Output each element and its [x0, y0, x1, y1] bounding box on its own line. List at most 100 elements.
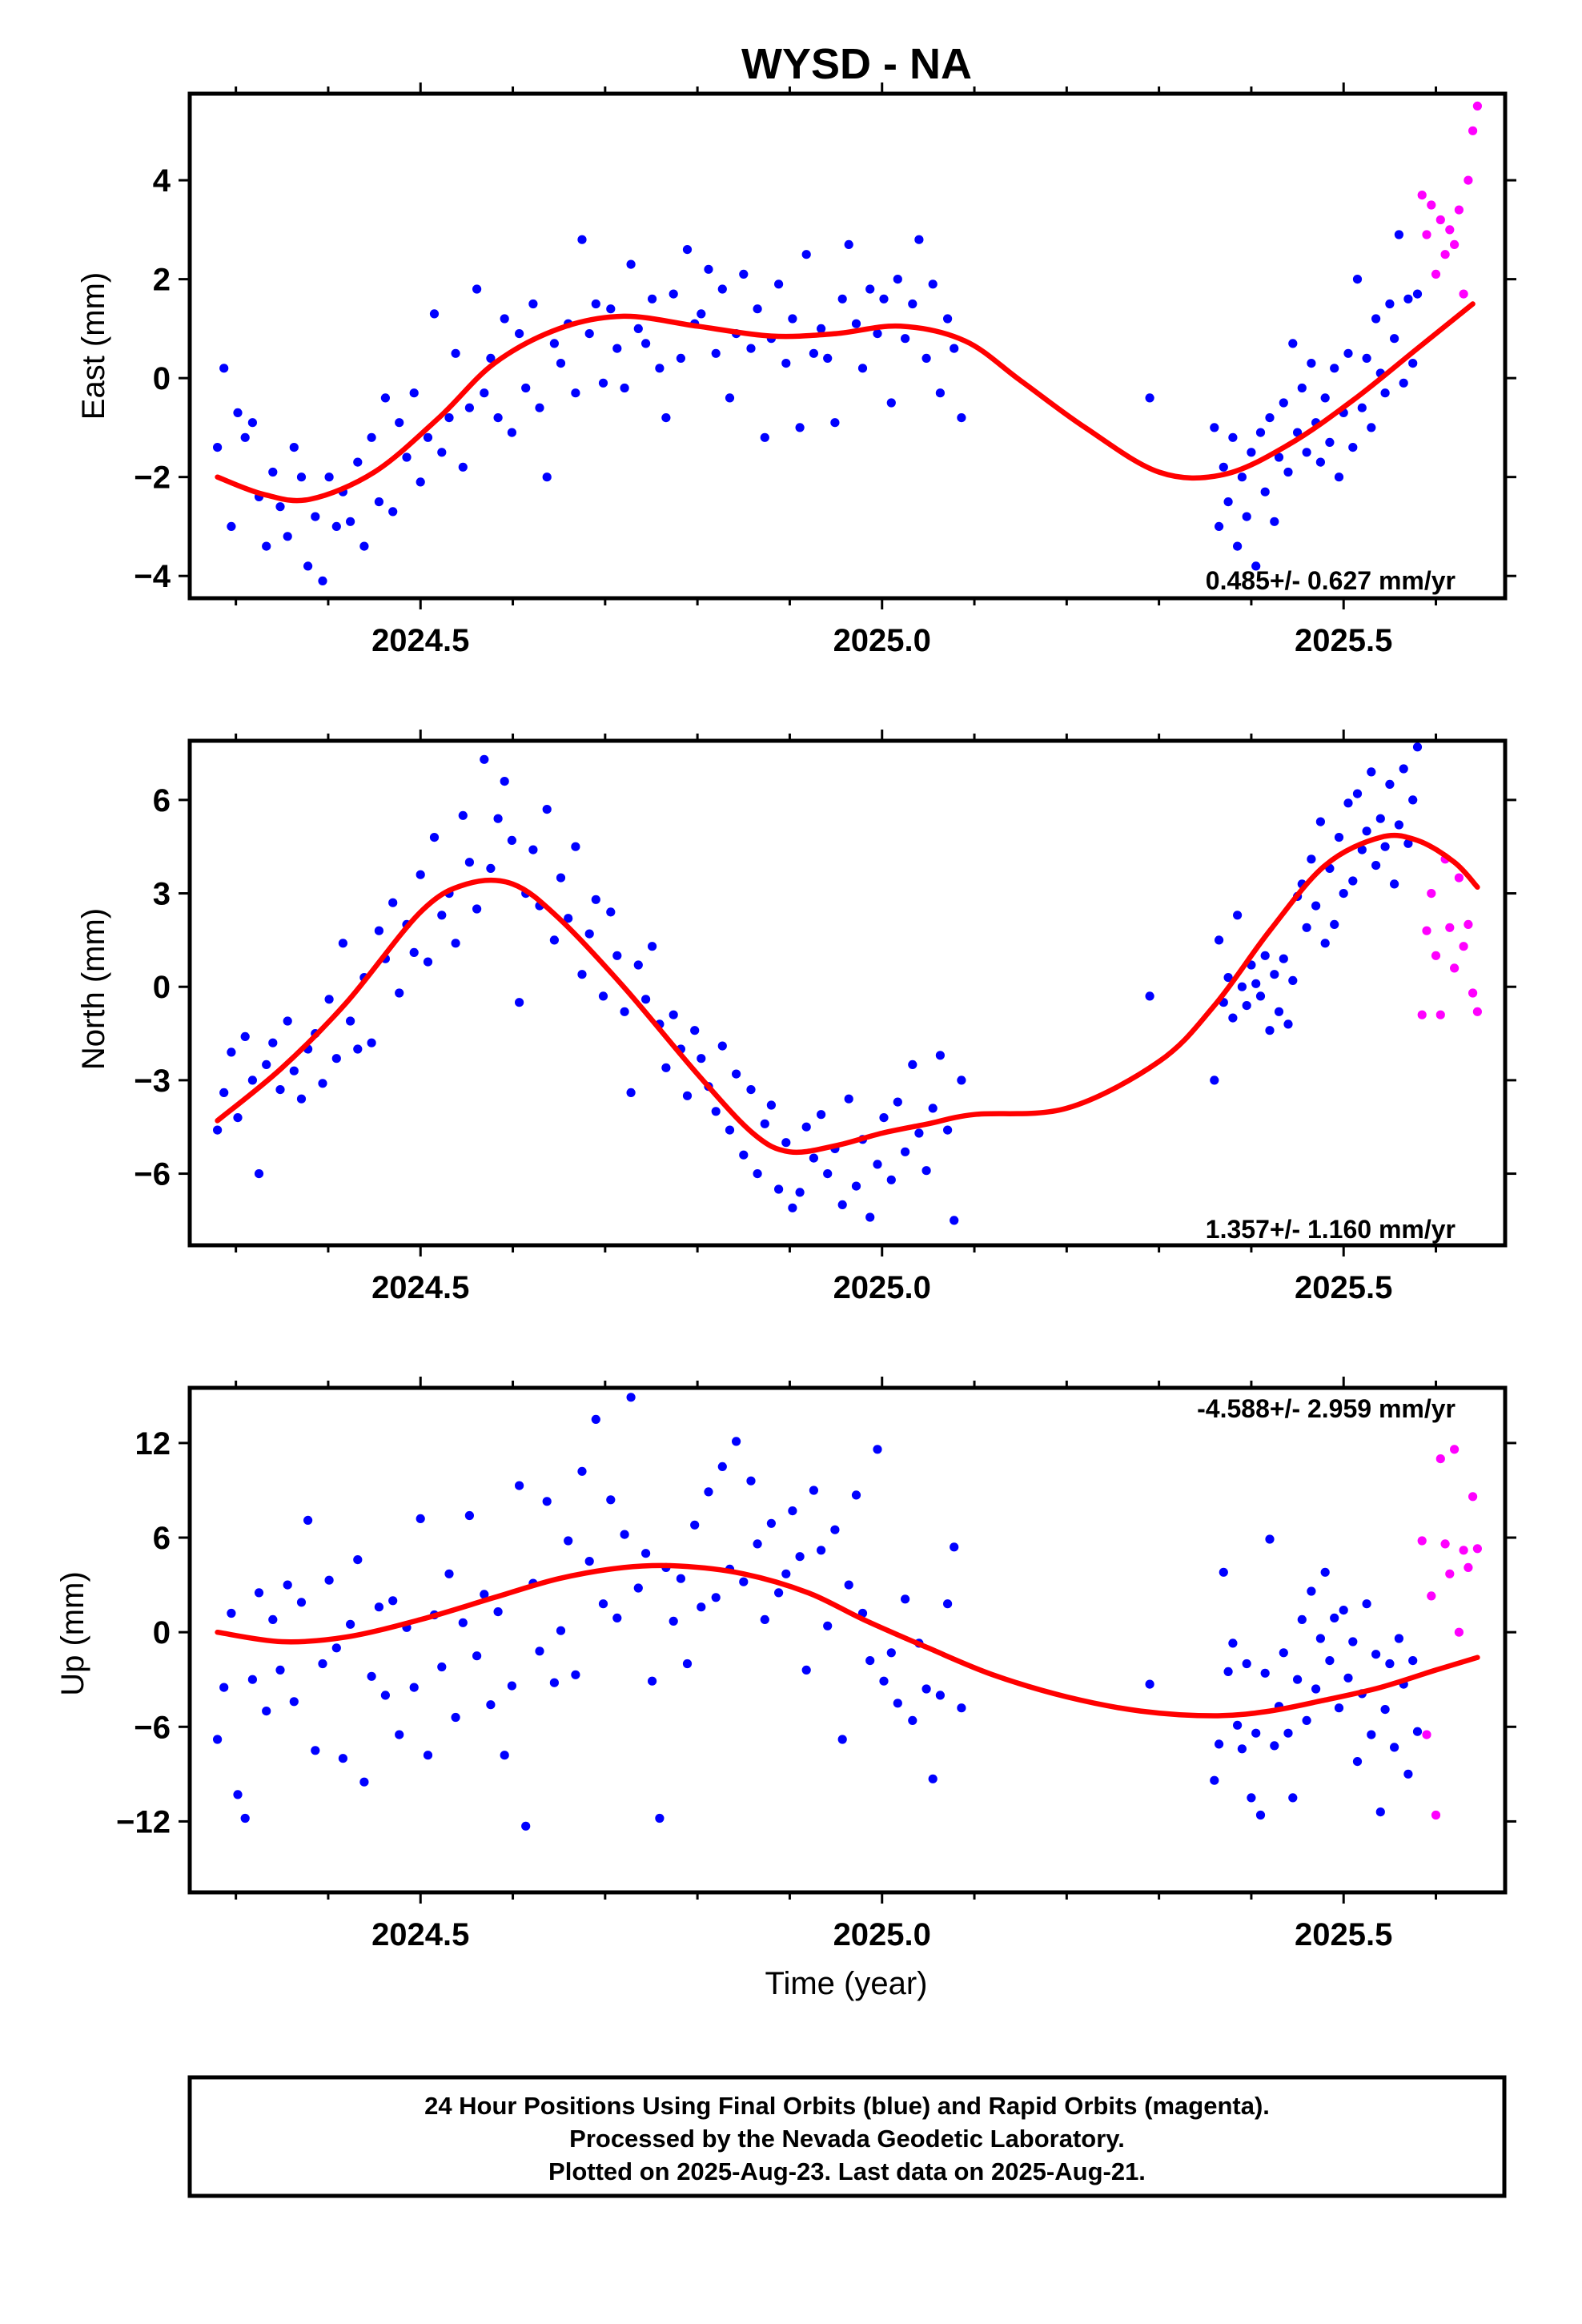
- north-final-point: [1403, 838, 1413, 848]
- east-final-point: [233, 408, 243, 417]
- east-final-point: [697, 309, 706, 319]
- up-final-point: [359, 1777, 369, 1787]
- north-final-point: [486, 863, 496, 873]
- north-final-point: [353, 1044, 363, 1054]
- north-final-point: [908, 1059, 917, 1069]
- east-final-point: [240, 432, 250, 442]
- north-rapid-point: [1459, 942, 1468, 951]
- up-frame: [187, 1385, 1508, 1895]
- east-final-point: [711, 348, 721, 358]
- east-final-point: [359, 541, 369, 551]
- east-final-point: [676, 353, 686, 363]
- east-final-point: [219, 364, 229, 373]
- up-model-curve: [215, 1562, 1480, 1719]
- up-final-point: [268, 1614, 278, 1624]
- east-final-point: [247, 418, 257, 428]
- east-final-point: [626, 259, 636, 269]
- east-rapid-point: [1472, 101, 1482, 111]
- north-final-point: [464, 858, 475, 867]
- up-final-point: [564, 1536, 573, 1546]
- up-final-point: [1343, 1673, 1353, 1683]
- east-ytick-label: −4: [134, 559, 171, 594]
- up-final-point: [886, 1648, 896, 1658]
- up-rapid-point: [1472, 1544, 1482, 1554]
- east-final-point: [1270, 517, 1279, 526]
- up-final-point: [464, 1510, 475, 1521]
- up-xtick-label: 2025.5: [1295, 1917, 1392, 1952]
- up-final-point: [1371, 1650, 1381, 1659]
- east-final-point: [311, 512, 320, 521]
- north-final-point: [549, 935, 560, 945]
- north-final-point: [886, 1175, 896, 1184]
- up-final-point: [704, 1487, 713, 1497]
- north-final-point: [1145, 991, 1154, 1001]
- up-final-point: [717, 1462, 727, 1471]
- east-final-point: [661, 413, 671, 423]
- east-final-point: [388, 507, 398, 517]
- north-final-point: [219, 1088, 229, 1097]
- north-final-point: [1260, 951, 1270, 960]
- east-rapid-point: [1431, 269, 1441, 279]
- up-final-point: [928, 1774, 938, 1783]
- up-final-point: [620, 1530, 629, 1539]
- north-final-point: [262, 1059, 271, 1069]
- east-final-point: [1242, 512, 1251, 521]
- north-rapid-point: [1454, 873, 1464, 883]
- east-final-point: [739, 269, 749, 279]
- north-final-point: [395, 988, 404, 998]
- north-frame: [187, 738, 1508, 1248]
- north-final-point: [851, 1181, 861, 1191]
- north-final-point: [1380, 842, 1390, 851]
- up-final-point: [444, 1569, 454, 1578]
- up-final-point: [801, 1665, 811, 1675]
- east-final-point: [528, 299, 538, 309]
- north-final-point: [844, 1094, 853, 1104]
- up-final-point: [227, 1608, 236, 1618]
- north-final-point: [1408, 795, 1418, 805]
- east-final-point: [1348, 443, 1358, 452]
- east-final-point: [318, 576, 327, 586]
- east-final-point: [633, 324, 643, 333]
- up-final-point: [324, 1575, 334, 1585]
- east-ytick-label: 0: [153, 361, 171, 396]
- north-final-point: [213, 1125, 223, 1135]
- up-final-point: [1334, 1703, 1344, 1713]
- up-final-point: [1367, 1730, 1376, 1739]
- up-final-point: [338, 1754, 347, 1763]
- up-ytick-label: 0: [153, 1615, 171, 1651]
- up-rapid-point: [1468, 1492, 1478, 1502]
- east-final-point: [535, 403, 544, 412]
- north-final-point: [641, 995, 651, 1004]
- east-final-point: [464, 403, 475, 412]
- east-final-point: [1283, 467, 1293, 477]
- east-final-point: [830, 418, 840, 428]
- north-rapid-point: [1450, 963, 1460, 973]
- north-final-point: [1339, 889, 1348, 899]
- east-final-point: [817, 324, 826, 333]
- up-final-point: [1330, 1613, 1339, 1622]
- east-final-point: [1362, 353, 1371, 363]
- north-final-point: [1320, 939, 1330, 948]
- north-rapid-point: [1468, 988, 1478, 998]
- up-final-point: [395, 1730, 404, 1739]
- east-rapid-point: [1435, 215, 1445, 225]
- north-final-point: [1228, 1013, 1238, 1023]
- east-ylabel: East (mm): [76, 272, 111, 420]
- north-xtick-label: 2025.5: [1295, 1270, 1392, 1305]
- east-final-point: [556, 359, 566, 368]
- north-final-point: [429, 833, 440, 842]
- up-final-point: [275, 1665, 285, 1675]
- north-final-point: [753, 1169, 762, 1179]
- up-final-point: [1233, 1720, 1243, 1730]
- up-final-point: [1237, 1744, 1247, 1754]
- up-final-point: [507, 1681, 517, 1691]
- up-final-point: [873, 1445, 882, 1454]
- up-rapid-point: [1440, 1539, 1450, 1549]
- footer-frame: [187, 2075, 1507, 2198]
- up-final-point: [219, 1683, 229, 1692]
- east-final-point: [1223, 497, 1233, 507]
- up-final-point: [766, 1518, 777, 1528]
- north-final-point: [633, 960, 643, 970]
- up-final-point: [879, 1676, 889, 1686]
- up-final-point: [943, 1599, 953, 1609]
